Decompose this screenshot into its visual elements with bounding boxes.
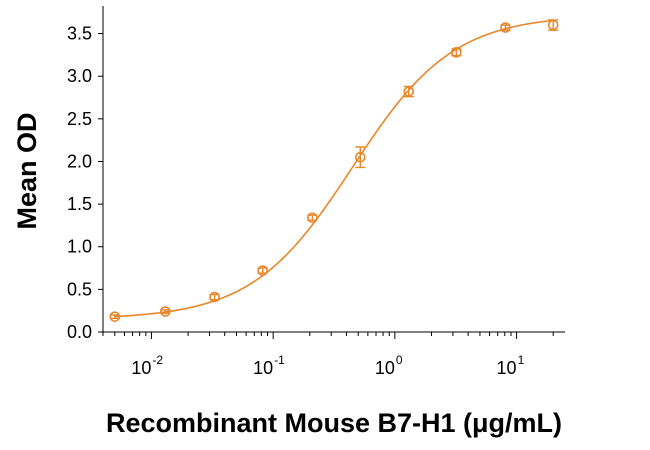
point-marker (547, 19, 559, 31)
x-ticks: 10 -2 10 -1 10 0 10 1 (102, 332, 554, 378)
y-tick-label: 0.0 (67, 322, 92, 342)
y-ticks: 0.0 0.5 1.0 1.5 2.0 2.5 3.0 3.5 (67, 24, 103, 342)
x-axis-title: Recombinant Mouse B7-H1 (μg/mL) (106, 408, 562, 438)
point-marker (354, 151, 366, 163)
y-axis-title: Mean OD (12, 112, 42, 229)
data-point (307, 212, 318, 224)
x-tick-label-base: 10 (375, 358, 395, 378)
x-tick-label-exponent: -2 (152, 353, 163, 367)
data-point (257, 265, 268, 276)
data-point (451, 47, 462, 58)
point-marker (257, 265, 268, 276)
data-point (160, 306, 171, 317)
data-point (354, 146, 366, 169)
x-tick-label-base: 10 (131, 358, 151, 378)
point-marker (209, 291, 220, 303)
y-tick-label: 1.0 (67, 237, 92, 257)
y-tick-label: 1.5 (67, 194, 92, 214)
y-tick-label: 2.0 (67, 151, 92, 171)
data-point (403, 85, 415, 98)
point-marker (160, 306, 171, 317)
data-point (500, 22, 511, 33)
x-tick-label-exponent: 0 (396, 353, 403, 367)
axes (102, 6, 565, 333)
y-tick-label: 0.5 (67, 279, 92, 299)
x-tick-label-base: 10 (253, 358, 273, 378)
y-tick-label: 3.5 (67, 24, 92, 44)
data-point (109, 311, 121, 322)
data-point (547, 19, 559, 31)
x-tick-label-base: 10 (497, 358, 517, 378)
y-tick-label: 3.0 (67, 66, 92, 86)
x-tick-label-exponent: 1 (518, 353, 525, 367)
point-marker (451, 47, 462, 58)
point-marker (500, 22, 511, 33)
data-point (209, 291, 220, 303)
fit-curve (114, 19, 554, 318)
y-tick-label: 2.5 (67, 109, 92, 129)
point-marker (109, 311, 121, 322)
x-tick-label-exponent: -1 (274, 353, 285, 367)
point-marker (307, 212, 318, 224)
data-points (109, 19, 559, 322)
point-marker (403, 86, 415, 97)
